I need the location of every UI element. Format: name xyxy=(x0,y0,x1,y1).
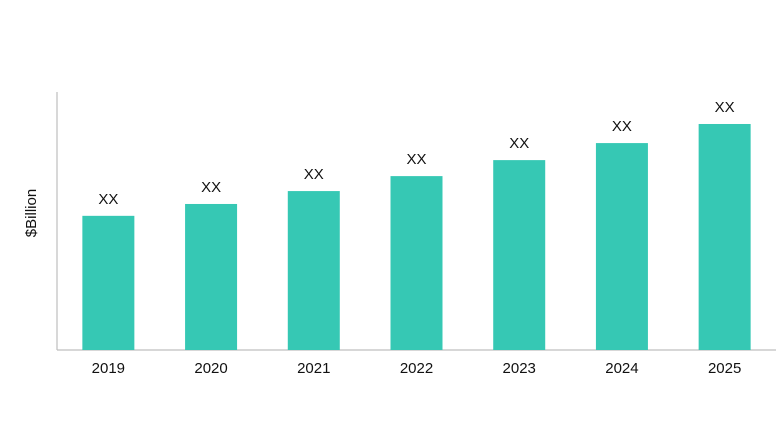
value-label: XX xyxy=(612,118,632,135)
bar xyxy=(82,215,135,350)
value-label: XX xyxy=(509,135,529,152)
value-label: XX xyxy=(201,179,221,196)
bar xyxy=(493,160,546,350)
value-label: XX xyxy=(406,151,426,168)
x-tick-label: 2024 xyxy=(605,360,638,377)
x-tick-label: 2025 xyxy=(708,360,741,377)
y-axis-label: $Billion xyxy=(23,189,40,237)
x-tick-label: 2021 xyxy=(297,360,330,377)
value-label: XX xyxy=(715,99,735,116)
bar xyxy=(287,191,340,350)
x-tick-label: 2023 xyxy=(503,360,536,377)
value-label: XX xyxy=(98,191,118,208)
value-label: XX xyxy=(304,166,324,183)
x-tick-label: 2019 xyxy=(92,360,125,377)
x-tick-label: 2022 xyxy=(400,360,433,377)
bar xyxy=(595,143,648,350)
bar xyxy=(185,203,238,350)
bar xyxy=(390,176,443,350)
x-tick-label: 2020 xyxy=(194,360,227,377)
bar xyxy=(698,123,751,350)
